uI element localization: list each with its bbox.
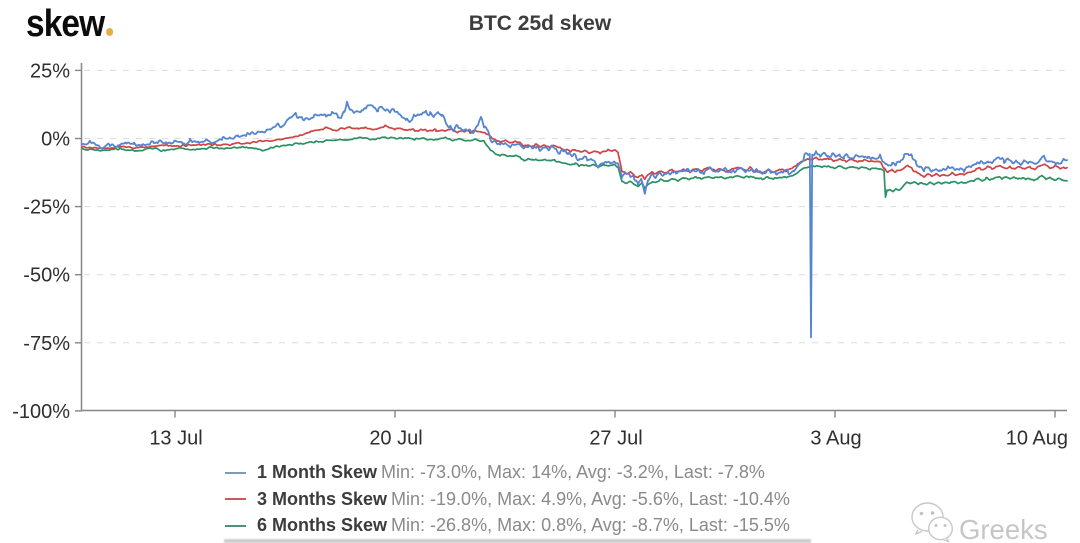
svg-text:10 Aug: 10 Aug bbox=[1006, 428, 1068, 450]
svg-text:0%: 0% bbox=[41, 129, 70, 151]
svg-text:-50%: -50% bbox=[23, 265, 70, 287]
svg-text:25%: 25% bbox=[30, 60, 70, 82]
svg-text:-100%: -100% bbox=[12, 401, 70, 423]
svg-text:3 Aug: 3 Aug bbox=[810, 428, 861, 450]
svg-text:-25%: -25% bbox=[23, 197, 70, 219]
svg-text:20 Jul: 20 Jul bbox=[369, 428, 422, 450]
svg-text:13 Jul: 13 Jul bbox=[149, 428, 202, 450]
svg-text:27 Jul: 27 Jul bbox=[589, 428, 642, 450]
svg-text:-75%: -75% bbox=[23, 333, 70, 355]
